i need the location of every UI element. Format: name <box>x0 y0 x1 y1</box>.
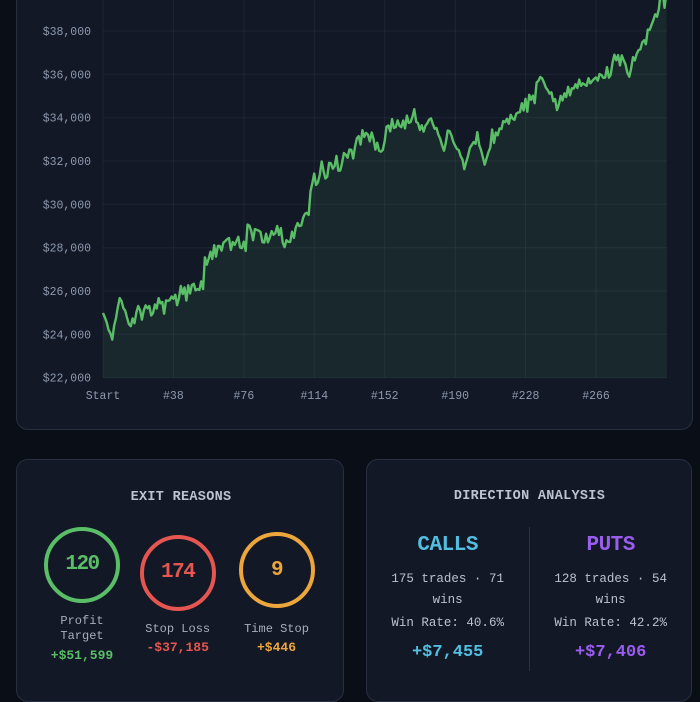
svg-text:#76: #76 <box>234 390 255 403</box>
svg-text:#152: #152 <box>371 390 399 403</box>
svg-text:#266: #266 <box>582 390 610 403</box>
svg-text:$34,000: $34,000 <box>43 113 91 126</box>
svg-text:Start: Start <box>86 390 121 403</box>
svg-text:$24,000: $24,000 <box>43 329 91 342</box>
svg-text:$36,000: $36,000 <box>43 69 91 82</box>
svg-text:$26,000: $26,000 <box>43 286 91 299</box>
svg-text:#228: #228 <box>512 390 540 403</box>
svg-text:#114: #114 <box>300 390 328 403</box>
svg-text:$30,000: $30,000 <box>43 199 91 212</box>
svg-text:$22,000: $22,000 <box>43 373 91 386</box>
svg-text:$28,000: $28,000 <box>43 243 91 256</box>
svg-text:$38,000: $38,000 <box>43 26 91 39</box>
svg-text:$32,000: $32,000 <box>43 156 91 169</box>
svg-text:#190: #190 <box>441 390 469 403</box>
svg-text:#38: #38 <box>163 390 184 403</box>
